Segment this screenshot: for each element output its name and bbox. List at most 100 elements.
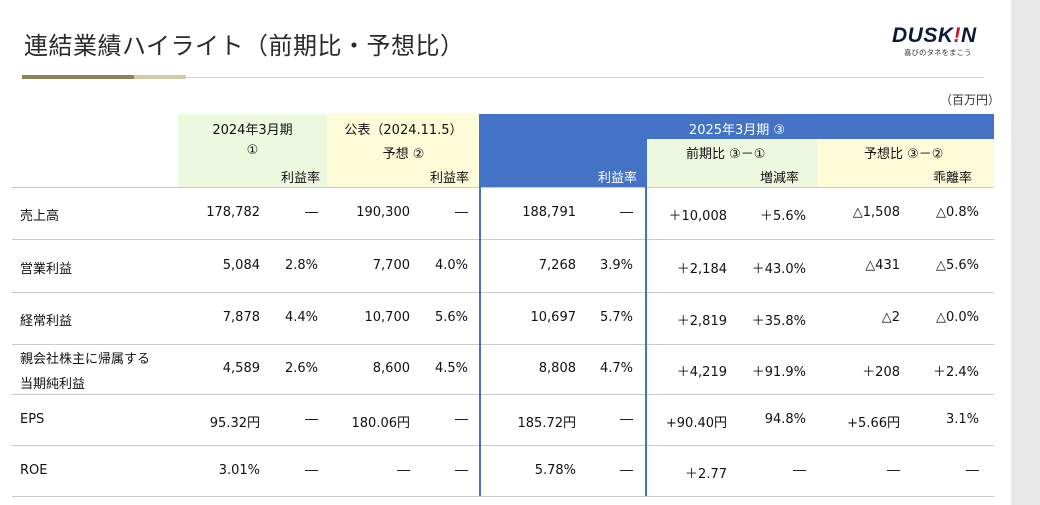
cell-prev-value: 5,084 [222,258,260,273]
header-bg-current-year [480,114,994,139]
header-forecast-date: 公表（2024.11.5） [344,123,463,138]
header-bg-yoy [647,139,818,188]
cell-forecast-margin: ― [455,412,468,427]
cell-yoy-rate: ＋43.0% [751,262,806,277]
header-bg-vs-forecast [818,139,994,188]
cell-forecast-value: 180.06円 [351,416,411,431]
row-label-net-income-line2: 当期純利益 [20,377,86,392]
company-logo: DUSK!N 喜びのタネをまこう [892,24,990,58]
cell-vs-forecast-rate: △5.6% [935,258,979,273]
row-label-eps: EPS [20,412,45,427]
header-vs-forecast: 予想比 ③－② [864,147,944,162]
side-strip [1011,0,1040,505]
cell-yoy-diff: +90.40円 [665,416,727,431]
row-label-sales: 売上高 [20,209,60,224]
cell-prev-margin: 2.8% [284,258,318,273]
title-underline-accent [22,75,134,79]
row-divider [12,394,994,395]
cell-vs-forecast-diff: △2 [881,310,900,325]
header-yoy: 前期比 ③－① [686,147,766,162]
current-year-frame-left [479,114,481,496]
cell-vs-forecast-diff: ― [887,463,900,478]
cell-current-value: 7,268 [538,258,576,273]
cell-prev-value: 3.01% [218,463,260,478]
cell-current-margin: 4.7% [599,361,633,376]
cell-forecast-margin: ― [455,205,468,220]
logo-tagline: 喜びのタネをまこう [904,48,972,57]
cell-forecast-value: 10,700 [364,310,411,325]
cell-current-value: 10,697 [530,310,577,325]
cell-prev-margin: 4.4% [284,310,318,325]
cell-prev-value: 4,589 [222,361,260,376]
cell-current-margin: ― [620,463,633,478]
cell-yoy-diff: ＋2,819 [676,314,727,329]
cell-prev-value: 95.32円 [209,416,260,431]
cell-vs-forecast-rate: ＋2.4% [932,365,979,380]
cell-prev-margin: 2.6% [284,361,318,376]
cell-forecast-margin: ― [455,463,468,478]
cell-vs-forecast-diff: △431 [865,258,900,273]
logo-wordmark: DUSK!N [892,24,977,47]
header-current-year: 2025年3月期 ③ [688,123,786,138]
cell-yoy-diff: ＋4,219 [676,365,727,380]
header-forecast: 予想 ② [382,147,425,162]
cell-current-margin: ― [620,412,633,427]
cell-prev-margin: ― [305,412,318,427]
header-bg-forecast [327,114,480,188]
cell-current-margin: 5.7% [599,310,633,325]
cell-prev-value: 178,782 [206,205,260,220]
header-current-margin: 利益率 [598,171,638,186]
row-label-ordinary-income: 経常利益 [20,314,73,329]
header-bg-prev-year [178,114,327,188]
title-underline-thin [186,77,984,78]
cell-current-margin: 3.9% [599,258,633,273]
header-prev-year: 2024年3月期 [212,123,293,138]
cell-yoy-rate: ＋5.6% [759,209,806,224]
header-forecast-margin: 利益率 [430,171,470,186]
page-title: 連結業績ハイライト（前期比・予想比） [24,32,465,60]
slide: 連結業績ハイライト（前期比・予想比） DUSK!N 喜びのタネをまこう （百万円… [12,24,1001,497]
cell-yoy-diff: ＋10,008 [668,209,728,224]
cell-current-value: 185.72円 [517,416,577,431]
cell-forecast-value: 8,600 [372,361,410,376]
cell-yoy-rate: ― [793,463,806,478]
row-divider [12,292,994,293]
header-prev-year-marker: ① [246,143,259,158]
header-vs-forecast-rate: 乖離率 [933,171,973,186]
header-bg-current-col [480,139,647,188]
cell-prev-margin: ― [305,205,318,220]
cell-vs-forecast-rate: △0.0% [935,310,979,325]
cell-current-value: 5.78% [534,463,576,478]
cell-current-margin: ― [620,205,633,220]
row-divider [12,239,994,240]
row-divider [12,496,994,497]
cell-prev-value: 7,878 [222,310,260,325]
cell-forecast-value: 7,700 [372,258,410,273]
cell-yoy-rate: ＋35.8% [751,314,806,329]
header-prev-margin: 利益率 [281,171,321,186]
cell-vs-forecast-diff: +5.66円 [847,416,900,431]
title-underline-light [134,75,186,79]
row-divider [12,187,994,188]
cell-prev-margin: ― [305,463,318,478]
cell-yoy-diff: ＋2.77 [685,467,727,482]
cell-vs-forecast-rate: ― [966,463,979,478]
cell-forecast-margin: 4.5% [434,361,468,376]
cell-forecast-value: ― [397,463,410,478]
cell-vs-forecast-diff: ＋208 [862,365,900,380]
cell-yoy-rate: 94.8% [764,412,806,427]
row-divider [12,344,994,345]
cell-current-value: 8,808 [538,361,576,376]
cell-vs-forecast-diff: △1,508 [852,205,900,220]
cell-forecast-margin: 4.0% [434,258,468,273]
unit-label: （百万円） [940,93,1001,107]
cell-vs-forecast-rate: 3.1% [945,412,979,427]
row-divider [12,445,994,446]
row-label-net-income-line1: 親会社株主に帰属する [20,352,151,367]
row-label-roe: ROE [20,463,48,478]
cell-vs-forecast-rate: △0.8% [935,205,979,220]
cell-forecast-margin: 5.6% [434,310,468,325]
row-label-operating-income: 営業利益 [20,262,73,277]
cell-current-value: 188,791 [522,205,576,220]
current-year-frame-right [645,139,647,496]
